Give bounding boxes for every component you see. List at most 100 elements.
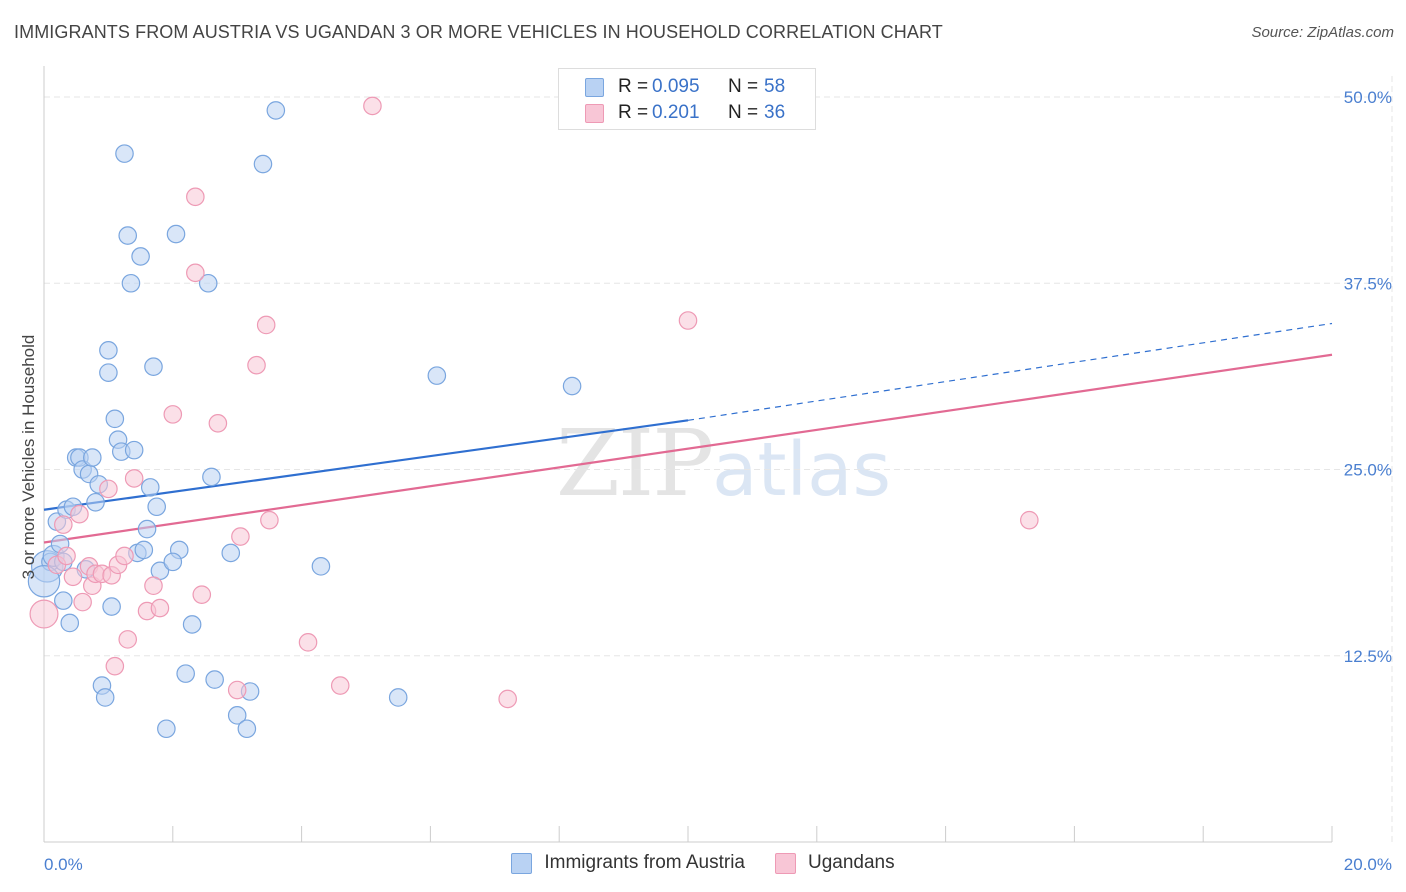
- point-ugandans: [678, 311, 698, 330]
- point-ugandans: [298, 633, 318, 652]
- point-austria: [202, 467, 221, 487]
- point-ugandans: [330, 676, 350, 695]
- point-ugandans: [63, 567, 83, 587]
- legend-item-austria[interactable]: Immigrants from Austria: [511, 852, 745, 874]
- point-ugandans: [192, 585, 212, 604]
- point-ugandans: [54, 515, 73, 534]
- source-credit: Source: ZipAtlas.com: [1251, 24, 1394, 41]
- point-austria: [54, 591, 73, 610]
- point-ugandans: [231, 527, 250, 546]
- point-ugandans: [99, 479, 118, 499]
- legend-swatch-pink: [774, 852, 796, 874]
- point-ugandans: [144, 576, 163, 596]
- legend-label: Ugandans: [807, 852, 895, 873]
- point-austria: [163, 552, 183, 572]
- point-austria: [147, 497, 166, 517]
- point-ugandans: [73, 592, 92, 612]
- point-austria: [131, 247, 150, 266]
- legend-swatch-blue: [585, 77, 604, 97]
- point-austria: [227, 706, 247, 725]
- point-ugandans: [247, 355, 266, 375]
- point-austria: [86, 492, 105, 512]
- point-austria: [60, 613, 80, 633]
- point-austria: [237, 719, 257, 739]
- point-ugandans: [227, 680, 247, 700]
- n-label: N =: [728, 102, 759, 123]
- point-ugandans: [363, 96, 382, 116]
- point-austria: [124, 440, 144, 460]
- point-ugandans: [115, 546, 134, 566]
- point-austria: [102, 597, 121, 616]
- point-ugandans: [57, 546, 76, 566]
- point-austria: [166, 224, 186, 244]
- point-ugandans: [1020, 510, 1039, 530]
- legend-swatch-blue: [511, 852, 533, 874]
- point-austria: [121, 273, 141, 293]
- legend-swatch-pink: [585, 103, 604, 123]
- legend-label: Immigrants from Austria: [544, 852, 745, 873]
- stats-legend: R = 0.095 N = 58 R = 0.201 N = 36: [558, 68, 816, 130]
- point-austria: [388, 688, 408, 707]
- tick-labels: 12.5% 25.0% 37.5% 50.0% 0.0% 20.0%: [44, 88, 1392, 874]
- y-tick-label: 25.0%: [1344, 461, 1392, 480]
- point-austria: [134, 540, 154, 560]
- point-austria: [118, 226, 138, 245]
- point-ugandans: [105, 656, 125, 676]
- series-legend: Immigrants from Austria Ugandans: [0, 852, 1406, 874]
- point-austria: [83, 448, 102, 467]
- point-austria: [221, 543, 241, 563]
- point-ugandans: [118, 630, 138, 649]
- x-tick-label: 20.0%: [1344, 855, 1392, 874]
- n-value: 36: [764, 102, 786, 123]
- point-austria: [182, 615, 202, 634]
- point-ugandans: [256, 315, 276, 335]
- point-ugandans: [260, 510, 279, 530]
- trend-line-austria-extrapolated: [687, 322, 1333, 421]
- point-austria: [99, 363, 118, 382]
- point-austria: [198, 273, 218, 293]
- point-austria: [137, 519, 157, 539]
- data-points: [27, 96, 1039, 739]
- point-ugandans: [29, 599, 59, 629]
- trend-line-ugandans: [43, 353, 1333, 544]
- r-label: R =: [618, 102, 649, 123]
- point-austria: [266, 101, 286, 120]
- y-tick-label: 37.5%: [1344, 274, 1392, 293]
- point-ugandans: [163, 405, 183, 424]
- point-ugandans: [124, 469, 144, 488]
- axes: [43, 66, 1333, 843]
- point-austria: [144, 357, 163, 376]
- point-austria: [157, 719, 176, 739]
- point-ugandans: [186, 187, 205, 207]
- y-axis-label: 3 or more Vehicles in Household: [19, 335, 38, 580]
- point-ugandans: [150, 598, 170, 618]
- point-austria: [105, 409, 125, 429]
- point-austria: [205, 670, 224, 689]
- n-value: 58: [764, 76, 786, 97]
- y-tick-label: 50.0%: [1344, 88, 1392, 107]
- point-austria: [27, 564, 61, 598]
- point-austria: [115, 144, 134, 163]
- point-austria: [95, 688, 115, 707]
- point-ugandans: [208, 414, 228, 433]
- point-austria: [140, 478, 160, 497]
- point-austria: [99, 341, 118, 360]
- chart-title: IMMIGRANTS FROM AUSTRIA VS UGANDAN 3 OR …: [14, 22, 943, 42]
- point-austria: [311, 557, 331, 576]
- r-value: 0.095: [652, 76, 700, 97]
- stats-legend-row-austria: R = 0.095 N = 58: [585, 74, 785, 100]
- point-austria: [427, 366, 447, 385]
- point-austria: [253, 154, 273, 174]
- x-tick-label: 0.0%: [44, 855, 83, 874]
- trend-lines: [43, 322, 1333, 544]
- stats-legend-row-ugandans: R = 0.201 N = 36: [585, 100, 785, 126]
- point-austria: [562, 376, 582, 396]
- r-value: 0.201: [652, 102, 700, 123]
- r-label: R =: [618, 76, 649, 97]
- point-austria: [176, 664, 195, 683]
- point-ugandans: [498, 689, 517, 709]
- y-tick-label: 12.5%: [1344, 647, 1392, 666]
- point-ugandans: [186, 263, 205, 283]
- legend-item-ugandans[interactable]: Ugandans: [774, 852, 895, 874]
